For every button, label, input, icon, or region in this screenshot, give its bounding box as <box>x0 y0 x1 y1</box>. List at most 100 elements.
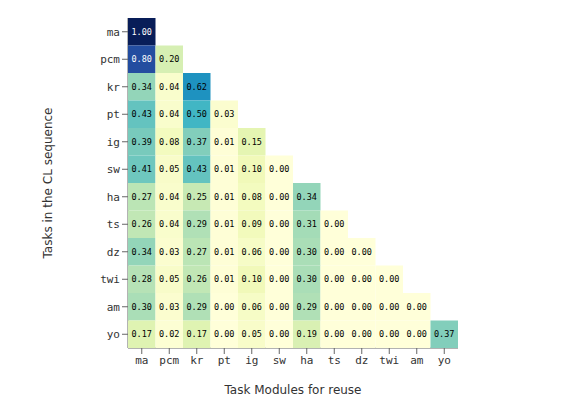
svg-text:0.17: 0.17 <box>187 329 207 339</box>
svg-text:0.30: 0.30 <box>297 247 317 257</box>
svg-text:0.30: 0.30 <box>297 274 317 284</box>
svg-text:0.20: 0.20 <box>159 54 179 64</box>
svg-text:0.29: 0.29 <box>187 302 207 312</box>
svg-text:0.04: 0.04 <box>159 219 179 229</box>
svg-text:am: am <box>107 301 121 314</box>
svg-text:pcm: pcm <box>100 53 120 66</box>
svg-text:0.29: 0.29 <box>187 219 207 229</box>
svg-text:0.00: 0.00 <box>324 274 344 284</box>
svg-text:0.04: 0.04 <box>159 192 179 202</box>
svg-text:ig: ig <box>245 354 258 367</box>
svg-text:pt: pt <box>107 108 120 121</box>
svg-text:0.00: 0.00 <box>324 247 344 257</box>
svg-text:0.00: 0.00 <box>352 329 372 339</box>
svg-text:0.00: 0.00 <box>352 274 372 284</box>
svg-text:ts: ts <box>107 218 120 231</box>
svg-text:0.17: 0.17 <box>132 329 152 339</box>
svg-text:pcm: pcm <box>159 354 179 367</box>
svg-text:0.04: 0.04 <box>159 109 179 119</box>
svg-text:ha: ha <box>300 354 313 367</box>
svg-text:0.10: 0.10 <box>242 164 262 174</box>
svg-text:0.62: 0.62 <box>187 82 207 92</box>
svg-text:0.31: 0.31 <box>297 219 317 229</box>
svg-text:Task Modules for reuse: Task Modules for reuse <box>223 383 361 397</box>
svg-text:0.00: 0.00 <box>214 329 234 339</box>
svg-text:0.27: 0.27 <box>132 192 152 202</box>
svg-text:yo: yo <box>438 354 451 367</box>
svg-text:pt: pt <box>218 354 231 367</box>
svg-text:kr: kr <box>107 81 121 94</box>
svg-text:0.00: 0.00 <box>269 192 289 202</box>
svg-text:ts: ts <box>328 354 341 367</box>
svg-text:0.37: 0.37 <box>187 137 207 147</box>
svg-text:ma: ma <box>135 354 148 367</box>
svg-text:0.06: 0.06 <box>242 247 262 257</box>
svg-text:0.25: 0.25 <box>187 192 207 202</box>
svg-text:0.01: 0.01 <box>214 274 234 284</box>
svg-text:0.02: 0.02 <box>159 329 179 339</box>
svg-text:ha: ha <box>107 191 120 204</box>
svg-text:0.00: 0.00 <box>352 302 372 312</box>
svg-text:twi: twi <box>100 273 120 286</box>
svg-text:0.00: 0.00 <box>214 302 234 312</box>
svg-text:0.00: 0.00 <box>324 302 344 312</box>
svg-text:0.30: 0.30 <box>132 302 152 312</box>
svg-text:0.05: 0.05 <box>159 274 179 284</box>
svg-text:0.03: 0.03 <box>214 109 234 119</box>
svg-text:0.34: 0.34 <box>297 192 317 202</box>
svg-text:0.06: 0.06 <box>242 302 262 312</box>
svg-text:0.43: 0.43 <box>132 109 152 119</box>
svg-text:0.41: 0.41 <box>132 164 152 174</box>
svg-text:dz: dz <box>107 246 120 259</box>
svg-text:0.08: 0.08 <box>242 192 262 202</box>
svg-text:0.00: 0.00 <box>407 329 427 339</box>
svg-text:0.01: 0.01 <box>214 192 234 202</box>
svg-text:0.00: 0.00 <box>352 247 372 257</box>
svg-text:0.26: 0.26 <box>187 274 207 284</box>
svg-text:ma: ma <box>107 26 120 39</box>
svg-text:0.00: 0.00 <box>324 219 344 229</box>
svg-text:0.01: 0.01 <box>214 219 234 229</box>
svg-text:0.01: 0.01 <box>214 137 234 147</box>
svg-text:0.39: 0.39 <box>132 137 152 147</box>
svg-text:0.10: 0.10 <box>242 274 262 284</box>
svg-text:0.80: 0.80 <box>132 54 152 64</box>
svg-text:0.00: 0.00 <box>269 247 289 257</box>
svg-text:0.15: 0.15 <box>242 137 262 147</box>
svg-text:0.34: 0.34 <box>132 82 152 92</box>
svg-text:0.50: 0.50 <box>187 109 207 119</box>
svg-text:0.03: 0.03 <box>159 302 179 312</box>
svg-text:0.00: 0.00 <box>269 164 289 174</box>
svg-text:twi: twi <box>379 354 399 367</box>
svg-text:0.00: 0.00 <box>407 302 427 312</box>
svg-text:0.00: 0.00 <box>269 219 289 229</box>
svg-text:0.09: 0.09 <box>242 219 262 229</box>
svg-text:yo: yo <box>107 328 120 341</box>
svg-text:sw: sw <box>107 163 121 176</box>
svg-text:0.00: 0.00 <box>269 329 289 339</box>
svg-text:0.05: 0.05 <box>159 164 179 174</box>
svg-text:0.05: 0.05 <box>242 329 262 339</box>
svg-text:0.00: 0.00 <box>379 274 399 284</box>
svg-text:Tasks in the CL sequence: Tasks in the CL sequence <box>41 108 55 260</box>
svg-text:0.08: 0.08 <box>159 137 179 147</box>
svg-text:dz: dz <box>355 354 368 367</box>
svg-text:0.01: 0.01 <box>214 247 234 257</box>
svg-text:1.00: 1.00 <box>132 27 152 37</box>
svg-text:0.00: 0.00 <box>379 329 399 339</box>
svg-text:0.00: 0.00 <box>269 274 289 284</box>
svg-text:0.43: 0.43 <box>187 164 207 174</box>
svg-text:0.34: 0.34 <box>132 247 152 257</box>
svg-text:ig: ig <box>107 136 120 149</box>
svg-text:kr: kr <box>190 354 204 367</box>
svg-text:am: am <box>410 354 424 367</box>
svg-text:0.00: 0.00 <box>324 329 344 339</box>
svg-text:sw: sw <box>273 354 287 367</box>
svg-text:0.26: 0.26 <box>132 219 152 229</box>
svg-text:0.27: 0.27 <box>187 247 207 257</box>
svg-text:0.19: 0.19 <box>297 329 317 339</box>
svg-text:0.03: 0.03 <box>159 247 179 257</box>
svg-text:0.29: 0.29 <box>297 302 317 312</box>
svg-text:0.01: 0.01 <box>214 164 234 174</box>
svg-text:0.28: 0.28 <box>132 274 152 284</box>
